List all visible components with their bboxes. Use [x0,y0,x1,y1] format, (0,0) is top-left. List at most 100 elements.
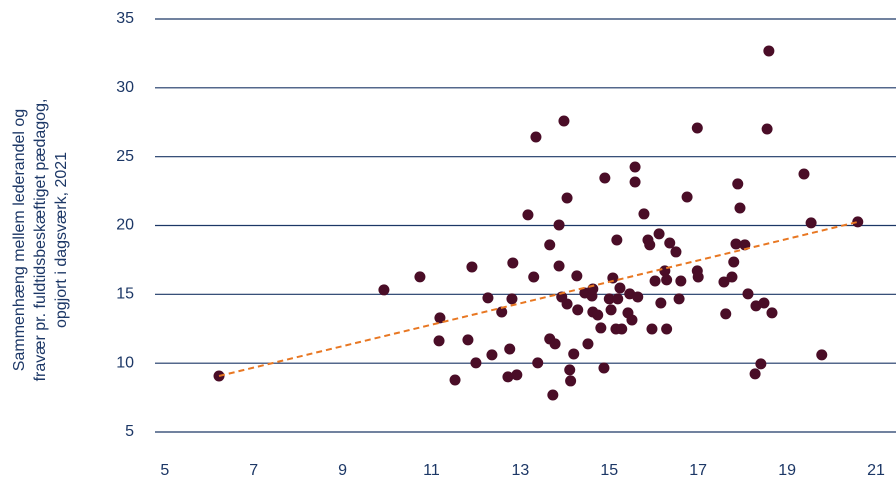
y-tick-label: 30 [116,79,134,96]
data-point [611,234,623,246]
data-point [449,374,461,386]
y-tick-label: 5 [125,423,134,440]
data-point [675,275,687,287]
data-point [504,343,516,355]
data-point [649,275,661,287]
data-point [532,357,544,369]
data-point [726,271,738,283]
data-point [528,271,540,283]
data-point [681,191,693,203]
data-point [592,309,604,321]
x-tick-label: 21 [867,462,885,479]
data-point [565,375,577,387]
data-point [561,298,573,310]
x-tick-label: 17 [689,462,707,479]
y-tick-label: 20 [116,217,134,234]
data-point [482,292,494,304]
y-axis-label: Sammenhæng mellem lederandel og fravær p… [11,99,70,382]
data-point [433,335,445,347]
data-point [564,364,576,376]
data-point [466,261,478,273]
data-point [530,131,542,143]
data-point [462,334,474,346]
x-tick-label: 19 [778,462,796,479]
data-point [749,368,761,380]
y-axis-label-line: opgjort i dagsværk, 2021 [53,152,70,328]
data-point [549,338,561,350]
data-point [511,369,523,381]
x-tick-label: 15 [600,462,618,479]
data-point [434,312,446,324]
data-point [852,216,864,228]
data-point [758,297,770,309]
data-point [661,323,673,335]
data-point [718,276,730,288]
data-point [547,389,559,401]
data-point [553,219,565,231]
data-point [598,362,610,374]
data-point [816,349,828,361]
data-point [507,257,519,269]
data-point [571,270,583,282]
data-point [629,161,641,173]
data-point [572,304,584,316]
data-point [561,192,573,204]
y-tick-label: 15 [116,286,134,303]
y-tick-label: 10 [116,354,134,371]
data-point [763,45,775,57]
data-point [614,282,626,294]
data-point [755,358,767,370]
data-point [732,178,744,190]
data-point [486,349,498,361]
data-point [730,238,742,250]
data-point [661,274,673,286]
data-point [692,271,704,283]
data-point [502,371,514,383]
data-point [599,172,611,184]
y-axis-label-line: fravær pr. fuldtidsbeskæftiget pædagog, [32,99,49,382]
data-point [568,348,580,360]
data-point [728,256,740,268]
data-point [653,228,665,240]
data-point [638,208,650,220]
data-point [558,115,570,127]
data-point [655,297,667,309]
data-point [798,168,810,180]
data-point [414,271,426,283]
x-tick-label: 11 [423,462,440,479]
data-point [616,323,628,335]
data-point [646,323,658,335]
data-point [632,291,644,303]
y-axis-label-line: Sammenhæng mellem lederandel og [11,109,28,371]
data-point [378,284,390,296]
x-tick-label: 5 [160,462,169,479]
data-point [766,307,778,319]
data-point [629,176,641,188]
data-point [595,322,607,334]
data-point [522,209,534,221]
data-point [603,293,615,305]
data-point [644,239,656,251]
data-point [470,357,482,369]
y-tick-label: 35 [116,10,134,27]
data-point [805,217,817,229]
data-point [626,314,638,326]
data-point [582,338,594,350]
data-point [720,308,732,320]
data-point [670,246,682,258]
data-point [506,293,518,305]
x-tick-label: 13 [511,462,529,479]
data-point [761,123,773,135]
data-point [612,293,624,305]
data-point [544,239,556,251]
data-point [734,202,746,214]
y-tick-label: 25 [116,148,134,165]
data-point [553,260,565,272]
data-point [673,293,685,305]
data-point [742,288,754,300]
data-point [691,122,703,134]
x-tick-label: 7 [249,462,258,479]
data-point [605,304,617,316]
x-tick-label: 9 [338,462,347,479]
